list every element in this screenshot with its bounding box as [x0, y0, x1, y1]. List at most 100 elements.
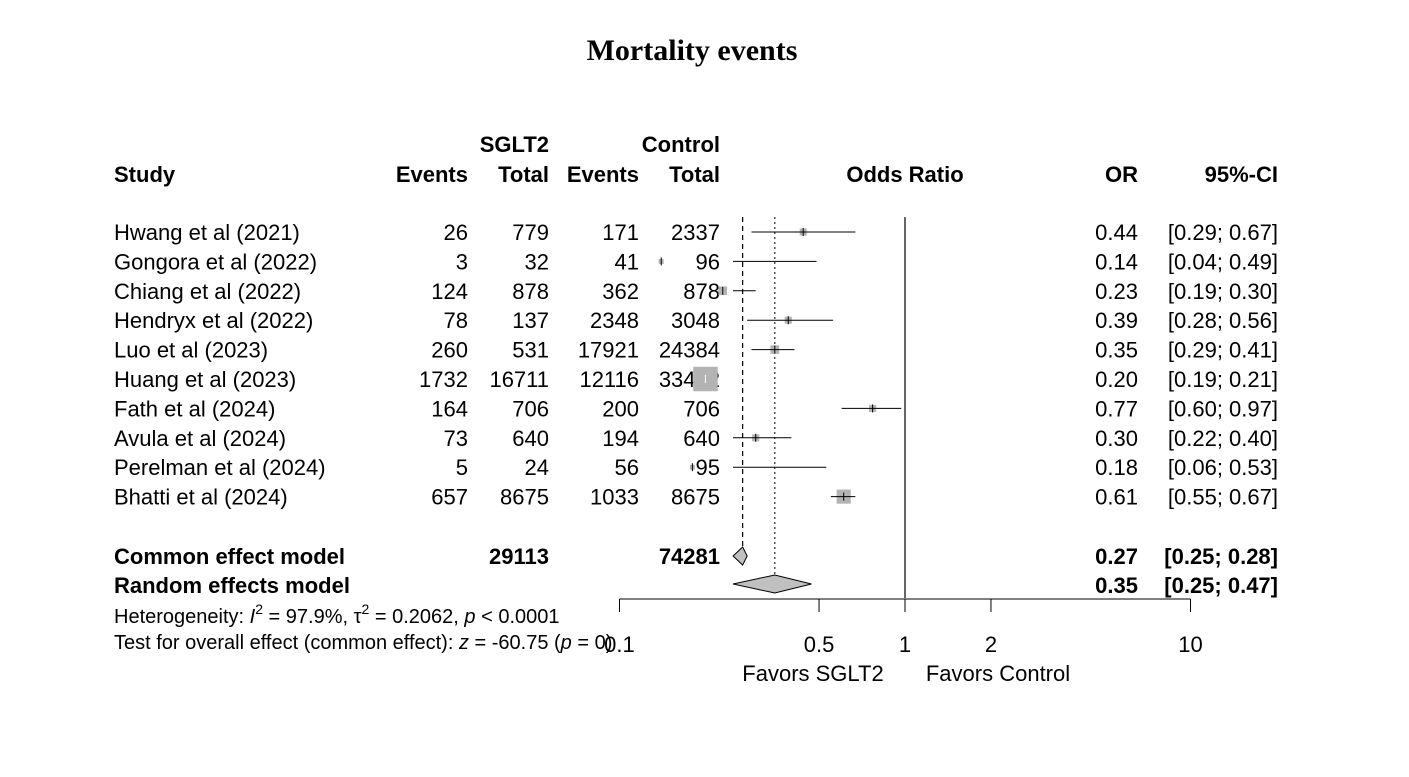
study-total-treatment: 8675 — [500, 485, 549, 510]
study-total-control: 706 — [683, 396, 720, 421]
study-name: Huang et al (2023) — [114, 367, 296, 392]
study-events-control: 41 — [615, 249, 639, 274]
study-ci: [0.06; 0.53] — [1168, 455, 1278, 480]
study-ci: [0.28; 0.56] — [1168, 308, 1278, 333]
study-events-control: 200 — [602, 396, 639, 421]
study-ci: [0.29; 0.41] — [1168, 338, 1278, 363]
overall-z-symbol: z — [458, 632, 469, 654]
study-name: Chiang et al (2022) — [114, 279, 301, 304]
het-i2-value: = 97.9%, — [263, 606, 354, 628]
study-total-treatment: 24 — [525, 455, 549, 480]
study-events-treatment: 657 — [431, 485, 468, 510]
study-total-treatment: 706 — [512, 396, 549, 421]
x-axis-tick-label: 1 — [899, 632, 911, 657]
study-events-treatment: 260 — [431, 338, 468, 363]
col-header-total-control: Total — [669, 162, 720, 187]
study-events-control: 2348 — [590, 308, 639, 333]
study-or: 0.61 — [1095, 485, 1138, 510]
study-ci: [0.04; 0.49] — [1168, 249, 1278, 274]
study-name: Gongora et al (2022) — [114, 249, 317, 274]
study-ci: [0.19; 0.21] — [1168, 367, 1278, 392]
study-ci: [0.29; 0.67] — [1168, 220, 1278, 245]
heterogeneity-text: Heterogeneity: I2 = 97.9%, τ2 = 0.2062, … — [114, 601, 560, 628]
study-total-control: 8675 — [671, 485, 720, 510]
study-or: 0.39 — [1095, 308, 1138, 333]
study-name: Avula et al (2024) — [114, 426, 286, 451]
het-tau-symbol: τ — [354, 606, 362, 628]
het-tau-sup: 2 — [362, 601, 370, 617]
study-or: 0.30 — [1095, 426, 1138, 451]
study-total-treatment: 878 — [512, 279, 549, 304]
plot-area: 0.1 0.5 1 2 10 — [604, 217, 1203, 657]
chart-title: Mortality events — [587, 34, 798, 67]
het-p-value: < 0.0001 — [476, 606, 560, 628]
random-model-or: 0.35 — [1095, 573, 1138, 598]
table-row: Luo et al (2023) 260 531 17921 24384 0.35 [0.2… — [114, 338, 1278, 363]
het-i2-symbol: I — [250, 606, 256, 628]
study-name: Fath et al (2024) — [114, 396, 275, 421]
study-total-control: 640 — [683, 426, 720, 451]
study-name: Perelman et al (2024) — [114, 455, 326, 480]
study-total-control: 2337 — [671, 220, 720, 245]
study-name: Bhatti et al (2024) — [114, 485, 288, 510]
study-total-treatment: 779 — [512, 220, 549, 245]
common-model-label: Common effect model — [114, 544, 345, 569]
study-ci: [0.19; 0.30] — [1168, 279, 1278, 304]
col-header-odds-ratio: Odds Ratio — [846, 162, 963, 187]
table-row: Hwang et al (2021) 26 779 171 2337 0.44 [0.29;… — [114, 220, 1278, 245]
study-events-treatment: 5 — [456, 455, 468, 480]
study-events-treatment: 3 — [456, 249, 468, 274]
study-events-treatment: 124 — [431, 279, 468, 304]
study-events-treatment: 73 — [444, 426, 468, 451]
study-events-control: 362 — [602, 279, 639, 304]
study-events-control: 56 — [615, 455, 639, 480]
common-model-ci: [0.25; 0.28] — [1164, 544, 1278, 569]
random-model-ci: [0.25; 0.47] — [1164, 573, 1278, 598]
study-total-treatment: 640 — [512, 426, 549, 451]
study-events-treatment: 78 — [444, 308, 468, 333]
col-header-total-treatment: Total — [498, 162, 549, 187]
study-total-treatment: 16711 — [489, 367, 549, 392]
study-or: 0.77 — [1095, 396, 1138, 421]
study-total-control: 3048 — [671, 308, 720, 333]
col-header-study: Study — [114, 162, 176, 187]
random-effect-diamond — [732, 574, 812, 594]
col-header-ci: 95%-CI — [1205, 162, 1278, 187]
study-or: 0.14 — [1095, 249, 1138, 274]
het-prefix: Heterogeneity: — [114, 606, 250, 628]
common-model-total-control: 74281 — [659, 544, 720, 569]
study-or: 0.18 — [1095, 455, 1138, 480]
het-p-symbol: p — [463, 606, 475, 628]
study-events-treatment: 1732 — [419, 367, 468, 392]
table-row: Bhatti et al (2024) 657 8675 1033 8675 0.61 [0… — [114, 485, 1278, 510]
study-events-control: 12116 — [579, 367, 639, 392]
overall-effect-text: Test for overall effect (common effect):… — [114, 632, 612, 654]
overall-z-value: = -60.75 ( — [469, 632, 561, 654]
group-label-treatment: SGLT2 — [480, 132, 549, 157]
study-name: Hendryx et al (2022) — [114, 308, 313, 333]
x-axis-tick-label: 10 — [1178, 632, 1202, 657]
axis-label-favors-control: Favors Control — [926, 661, 1070, 686]
table-row: Perelman et al (2024) 5 24 56 95 0.18 [0.06; 0… — [114, 455, 1278, 480]
study-events-control: 194 — [602, 426, 639, 451]
col-header-events-control: Events — [567, 162, 639, 187]
common-model-or: 0.27 — [1095, 544, 1138, 569]
study-name: Hwang et al (2021) — [114, 220, 300, 245]
study-events-treatment: 164 — [431, 396, 468, 421]
overall-prefix: Test for overall effect (common effect): — [114, 632, 459, 654]
study-ci: [0.55; 0.67] — [1168, 485, 1278, 510]
x-axis-tick-label: 0.5 — [804, 632, 835, 657]
study-total-treatment: 531 — [512, 338, 549, 363]
table-row: Fath et al (2024) 164 706 200 706 0.77 [0.60; … — [114, 396, 1278, 421]
study-or: 0.20 — [1095, 367, 1138, 392]
random-model-label: Random effects model — [114, 573, 350, 598]
study-name: Luo et al (2023) — [114, 338, 268, 363]
table-row: Hendryx et al (2022) 78 137 2348 3048 0.39 [0.… — [114, 308, 1278, 333]
study-ci: [0.22; 0.40] — [1168, 426, 1278, 451]
study-total-control: 24384 — [659, 338, 720, 363]
table-row: Huang et al (2023) 1732 16711 12116 33422 0.2… — [114, 367, 1278, 392]
study-ci: [0.60; 0.97] — [1168, 396, 1278, 421]
x-axis-tick-label: 0.1 — [604, 632, 635, 657]
table-row: Chiang et al (2022) 124 878 362 878 0.23 [0.19… — [114, 279, 1278, 304]
study-events-treatment: 26 — [444, 220, 468, 245]
